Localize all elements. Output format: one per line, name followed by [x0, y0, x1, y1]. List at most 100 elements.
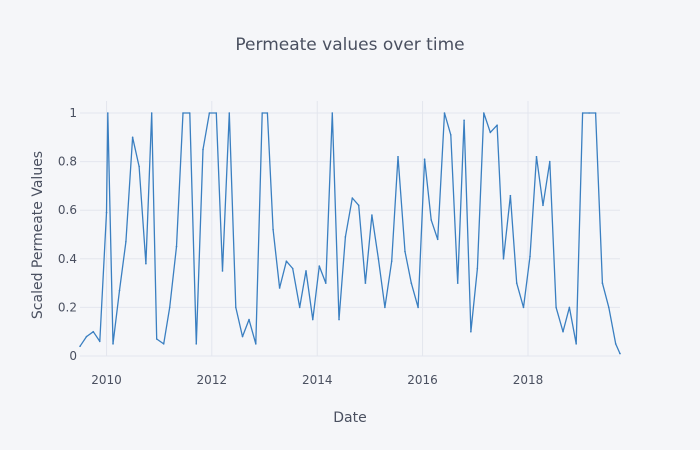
data-point [168, 306, 171, 309]
data-point [324, 282, 327, 284]
y-tick-label: 0.8 [58, 155, 77, 169]
series-layer [79, 112, 621, 355]
data-point [436, 238, 439, 241]
data-point [529, 255, 531, 258]
data-point [331, 112, 334, 114]
data-point [125, 240, 127, 243]
data-point [357, 204, 360, 207]
data-point [509, 194, 512, 197]
data-point [515, 282, 518, 284]
data-point [601, 282, 604, 284]
x-tick-label: 2018 [513, 373, 544, 387]
data-point [384, 306, 386, 309]
x-tick-label: 2012 [197, 373, 228, 387]
data-point [575, 343, 577, 345]
data-point [581, 112, 584, 114]
data-point [195, 343, 198, 345]
data-point [404, 250, 406, 253]
data-point [607, 306, 610, 309]
data-point [542, 204, 544, 207]
data-point [410, 282, 413, 284]
data-point [266, 112, 269, 114]
data-point [221, 270, 224, 272]
data-point [131, 136, 134, 139]
y-tick-label: 0 [69, 349, 77, 363]
data-point [241, 335, 244, 338]
data-point [255, 343, 257, 345]
data-point [430, 219, 433, 221]
data-point [105, 211, 108, 214]
data-point [234, 306, 237, 309]
data-point [145, 262, 147, 265]
data-point [98, 340, 101, 343]
data-point [188, 112, 191, 114]
data-point [555, 306, 557, 309]
data-point [496, 124, 498, 126]
data-point [285, 260, 288, 263]
data-point [364, 282, 367, 284]
data-point [272, 228, 274, 231]
series-line [79, 112, 621, 354]
data-point [248, 318, 250, 321]
data-point [261, 112, 263, 114]
data-point [371, 214, 373, 216]
data-point [390, 260, 393, 263]
data-point [344, 236, 347, 238]
x-axis-title: Date [333, 410, 366, 426]
data-point [85, 335, 88, 338]
data-point [79, 345, 81, 348]
data-point [118, 289, 121, 292]
data-point [568, 306, 571, 309]
data-point [450, 134, 452, 136]
data-point [92, 330, 95, 333]
data-point [463, 119, 465, 122]
data-point [483, 112, 485, 114]
data-point [338, 318, 340, 321]
data-point [138, 165, 140, 168]
data-point [562, 330, 564, 333]
data-point [443, 112, 446, 114]
data-point [112, 343, 114, 345]
data-point [155, 338, 158, 340]
data-point [208, 112, 211, 114]
data-point [456, 282, 459, 284]
data-point [162, 343, 165, 345]
data-point [588, 112, 590, 114]
data-point [489, 131, 492, 134]
data-point [278, 287, 281, 289]
x-tick-label: 2014 [302, 373, 333, 387]
y-tick-label: 0.2 [58, 300, 77, 314]
data-point [502, 258, 505, 260]
tick-labels: 0 0.2 0.4 0.6 0.8 1 2010 2012 2014 2016 2018 [58, 106, 543, 387]
y-tick-label: 0.6 [58, 203, 77, 217]
data-point [182, 112, 184, 114]
data-point [175, 245, 178, 248]
data-point [298, 306, 301, 309]
y-tick-label: 1 [69, 106, 77, 120]
chart-title: Permeate values over time [235, 35, 464, 55]
data-point [522, 306, 525, 309]
data-point [619, 352, 621, 355]
y-tick-label: 0.4 [58, 252, 77, 266]
grid-lines [80, 101, 620, 357]
data-point [311, 318, 314, 321]
data-point [377, 258, 380, 260]
x-tick-label: 2010 [91, 373, 122, 387]
data-point [215, 112, 218, 114]
data-point [318, 265, 321, 267]
data-point [202, 148, 204, 151]
data-point [594, 112, 597, 114]
data-point [107, 112, 109, 114]
x-tick-label: 2016 [407, 373, 438, 387]
data-point [423, 158, 426, 160]
data-point [291, 267, 294, 270]
data-point [417, 306, 419, 309]
data-point [470, 330, 472, 333]
data-point [614, 343, 617, 345]
data-point [535, 155, 538, 158]
data-point [305, 270, 307, 272]
data-point [548, 160, 551, 163]
data-point [150, 112, 153, 114]
